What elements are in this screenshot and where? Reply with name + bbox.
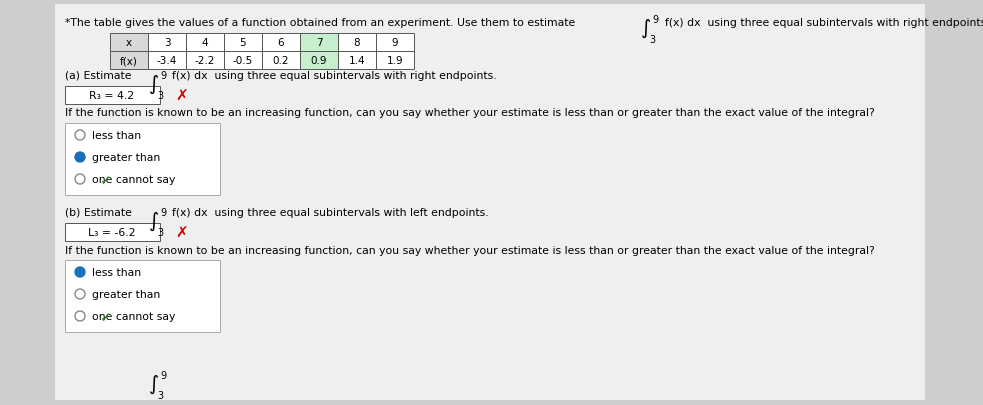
FancyBboxPatch shape [148, 52, 186, 70]
Text: 1.9: 1.9 [386, 56, 403, 66]
Text: $\int_3^9$: $\int_3^9$ [148, 69, 167, 102]
Text: 9: 9 [391, 38, 398, 48]
Text: ✓: ✓ [100, 174, 112, 188]
FancyBboxPatch shape [110, 52, 148, 70]
Text: (a) Estimate: (a) Estimate [65, 71, 132, 81]
Text: less than: less than [92, 131, 142, 141]
FancyBboxPatch shape [376, 34, 414, 52]
Text: x: x [126, 38, 132, 48]
Text: 0.9: 0.9 [311, 56, 327, 66]
FancyBboxPatch shape [376, 52, 414, 70]
Text: ✗: ✗ [175, 88, 188, 103]
Text: If the function is known to be an increasing function, can you say whether your : If the function is known to be an increa… [65, 245, 875, 256]
FancyBboxPatch shape [65, 260, 220, 332]
Text: 7: 7 [316, 38, 322, 48]
Text: one cannot say: one cannot say [92, 311, 175, 321]
FancyBboxPatch shape [262, 52, 300, 70]
FancyBboxPatch shape [186, 34, 224, 52]
Text: greater than: greater than [92, 289, 160, 299]
FancyBboxPatch shape [262, 34, 300, 52]
Circle shape [75, 267, 85, 277]
Text: -0.5: -0.5 [233, 56, 254, 66]
FancyBboxPatch shape [186, 52, 224, 70]
FancyBboxPatch shape [65, 224, 160, 241]
Text: 8: 8 [354, 38, 361, 48]
FancyBboxPatch shape [224, 34, 262, 52]
Text: 3: 3 [164, 38, 170, 48]
Text: R₃ = 4.2: R₃ = 4.2 [89, 91, 135, 101]
Text: 4: 4 [202, 38, 208, 48]
FancyBboxPatch shape [224, 52, 262, 70]
Text: less than: less than [92, 267, 142, 277]
Text: L₃ = -6.2: L₃ = -6.2 [88, 228, 136, 237]
Text: greater than: greater than [92, 153, 160, 162]
Text: $\int_3^9$: $\int_3^9$ [640, 13, 660, 46]
Text: 0.2: 0.2 [272, 56, 289, 66]
FancyBboxPatch shape [65, 87, 160, 105]
Circle shape [75, 311, 85, 321]
FancyBboxPatch shape [300, 52, 338, 70]
Text: If the function is known to be an increasing function, can you say whether your : If the function is known to be an increa… [65, 108, 875, 118]
Circle shape [75, 175, 85, 185]
FancyBboxPatch shape [338, 34, 376, 52]
Text: 6: 6 [277, 38, 284, 48]
Circle shape [75, 289, 85, 299]
FancyBboxPatch shape [148, 34, 186, 52]
Text: (b) Estimate: (b) Estimate [65, 207, 132, 217]
Text: 5: 5 [240, 38, 247, 48]
Text: f(x): f(x) [120, 56, 138, 66]
FancyBboxPatch shape [55, 5, 925, 400]
Text: ✓: ✓ [100, 310, 112, 324]
Text: $\int_3^9$: $\int_3^9$ [148, 205, 167, 239]
Circle shape [75, 153, 85, 162]
FancyBboxPatch shape [65, 124, 220, 196]
Text: -2.2: -2.2 [195, 56, 215, 66]
FancyBboxPatch shape [338, 52, 376, 70]
Text: f(x) dx  using three equal subintervals with right endpoints, left endpoints, an: f(x) dx using three equal subintervals w… [665, 18, 983, 28]
FancyBboxPatch shape [110, 34, 148, 52]
Text: 1.4: 1.4 [349, 56, 366, 66]
Text: $\int_3^9$: $\int_3^9$ [148, 369, 167, 401]
Text: f(x) dx  using three equal subintervals with right endpoints.: f(x) dx using three equal subintervals w… [172, 71, 496, 81]
Text: f(x) dx  using three equal subintervals with left endpoints.: f(x) dx using three equal subintervals w… [172, 207, 489, 217]
Circle shape [75, 131, 85, 141]
Text: one cannot say: one cannot say [92, 175, 175, 185]
Text: *The table gives the values of a function obtained from an experiment. Use them : *The table gives the values of a functio… [65, 18, 575, 28]
FancyBboxPatch shape [300, 34, 338, 52]
Text: -3.4: -3.4 [157, 56, 177, 66]
Text: ✗: ✗ [175, 225, 188, 240]
